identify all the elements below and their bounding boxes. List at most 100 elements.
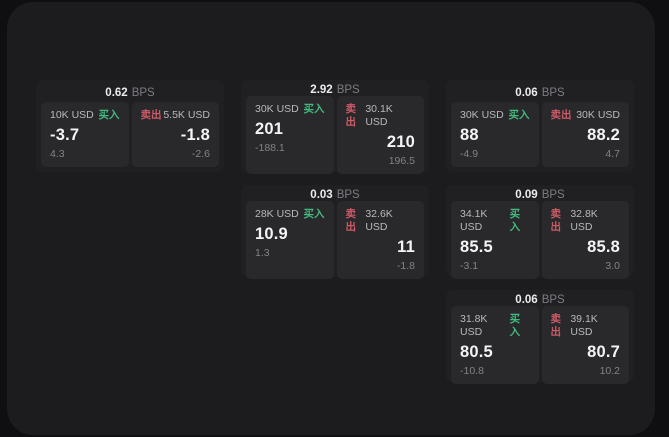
- sell-quote-tile[interactable]: 卖出 30K USD 88.2 4.7: [541, 102, 629, 167]
- buy-quote-tile[interactable]: 34.1K USD 买入 85.5 -3.1: [451, 201, 539, 279]
- bps-value: 0.09: [515, 189, 538, 201]
- card-header: 0.06 BPS: [451, 294, 629, 306]
- quote-card: 0.62 BPS 10K USD 买入 -3.7 4.3 卖出 5.5K USD…: [36, 80, 224, 172]
- sell-tile-header: 卖出 32.8K USD: [551, 208, 621, 234]
- sell-amount: 30K USD: [576, 109, 620, 121]
- bps-value: 0.06: [515, 294, 538, 306]
- sell-delta: 4.7: [605, 148, 620, 160]
- buy-side-label: 买入: [98, 109, 120, 121]
- card-header: 0.06 BPS: [451, 84, 629, 102]
- sell-side-label: 卖出: [550, 109, 572, 121]
- bps-unit-label: BPS: [541, 294, 565, 306]
- sell-quote-tile[interactable]: 卖出 32.8K USD 85.8 3.0: [541, 201, 629, 279]
- buy-quote-tile[interactable]: 31.8K USD 买入 80.5 -10.8: [451, 306, 539, 384]
- sell-side-label: 卖出: [140, 109, 162, 121]
- quotes-grid: 0.62 BPS 10K USD 买入 -3.7 4.3 卖出 5.5K USD…: [36, 80, 634, 384]
- buy-tile-header: 34.1K USD 买入: [460, 208, 530, 234]
- sell-delta: 3.0: [605, 260, 620, 272]
- bps-value: 0.62: [105, 87, 128, 99]
- buy-price: 88: [460, 126, 479, 144]
- sell-quote-tile[interactable]: 卖出 30.1K USD 210 196.5: [336, 96, 424, 174]
- buy-quote-tile[interactable]: 28K USD 买入 10.9 1.3: [246, 201, 334, 279]
- quote-card: 0.06 BPS 30K USD 买入 88 -4.9 卖出 30K USD 8…: [446, 80, 634, 172]
- quote-card: 0.03 BPS 28K USD 买入 10.9 1.3 卖出 32.6K US…: [241, 185, 429, 279]
- sell-price: 11: [397, 238, 415, 256]
- bps-unit-label: BPS: [336, 84, 360, 96]
- buy-amount: 30K USD: [460, 109, 504, 121]
- app-window: 0.62 BPS 10K USD 买入 -3.7 4.3 卖出 5.5K USD…: [7, 2, 655, 435]
- buy-price: 10.9: [255, 225, 288, 243]
- sell-amount: 32.6K USD: [365, 208, 393, 233]
- card-header: 2.92 BPS: [246, 84, 424, 96]
- buy-price: -3.7: [50, 126, 80, 144]
- sell-quote-tile[interactable]: 卖出 39.1K USD 80.7 10.2: [541, 306, 629, 384]
- buy-delta: -188.1: [255, 142, 285, 154]
- quote-panels: 10K USD 买入 -3.7 4.3 卖出 5.5K USD -1.8 -2.…: [41, 102, 219, 167]
- quote-panels: 31.8K USD 买入 80.5 -10.8 卖出 39.1K USD 80.…: [451, 306, 629, 384]
- sell-amount: 5.5K USD: [163, 109, 210, 121]
- buy-delta: -10.8: [460, 365, 484, 377]
- sell-side-label: 卖出: [345, 208, 357, 233]
- sell-amount: 39.1K USD: [570, 313, 598, 338]
- quote-panels: 30K USD 买入 88 -4.9 卖出 30K USD 88.2 4.7: [451, 102, 629, 167]
- sell-tile-header: 卖出 30K USD: [551, 109, 621, 122]
- buy-delta: -4.9: [460, 148, 479, 160]
- buy-amount: 31.8K USD: [460, 313, 488, 338]
- buy-tile-header: 10K USD 买入: [50, 109, 120, 122]
- sell-delta: 196.5: [388, 155, 415, 167]
- buy-tile-header: 28K USD 买入: [255, 208, 325, 221]
- sell-side-label: 卖出: [550, 208, 562, 233]
- card-header: 0.62 BPS: [41, 84, 219, 102]
- buy-delta: 1.3: [255, 247, 270, 259]
- sell-price: 88.2: [587, 126, 620, 144]
- sell-quote-tile[interactable]: 卖出 32.6K USD 11 -1.8: [336, 201, 424, 279]
- buy-price: 201: [255, 120, 284, 138]
- sell-delta: -2.6: [191, 148, 210, 160]
- buy-side-label: 买入: [508, 109, 530, 121]
- sell-price: 85.8: [587, 238, 620, 256]
- sell-price: 210: [386, 133, 415, 151]
- quote-panels: 30K USD 买入 201 -188.1 卖出 30.1K USD 210 1…: [246, 96, 424, 174]
- buy-quote-tile[interactable]: 10K USD 买入 -3.7 4.3: [41, 102, 129, 167]
- sell-tile-header: 卖出 32.6K USD: [346, 208, 416, 234]
- buy-amount: 34.1K USD: [460, 208, 488, 233]
- sell-tile-header: 卖出 30.1K USD: [346, 103, 416, 129]
- quote-card: 0.09 BPS 34.1K USD 买入 85.5 -3.1 卖出 32.8K…: [446, 185, 634, 279]
- buy-tile-header: 30K USD 买入: [255, 103, 325, 116]
- buy-side-label: 买入: [509, 313, 521, 338]
- buy-delta: -3.1: [460, 260, 479, 272]
- bps-value: 0.03: [310, 189, 333, 201]
- bps-value: 0.06: [515, 87, 538, 99]
- buy-side-label: 买入: [303, 208, 325, 220]
- buy-side-label: 买入: [509, 208, 521, 233]
- card-header: 0.09 BPS: [451, 189, 629, 201]
- sell-tile-header: 卖出 39.1K USD: [551, 313, 621, 339]
- quote-panels: 28K USD 买入 10.9 1.3 卖出 32.6K USD 11 -1.8: [246, 201, 424, 279]
- buy-price: 80.5: [460, 343, 493, 361]
- buy-amount: 30K USD: [255, 103, 299, 115]
- buy-quote-tile[interactable]: 30K USD 买入 88 -4.9: [451, 102, 539, 167]
- buy-quote-tile[interactable]: 30K USD 买入 201 -188.1: [246, 96, 334, 174]
- sell-tile-header: 卖出 5.5K USD: [141, 109, 211, 122]
- bps-unit-label: BPS: [131, 87, 155, 99]
- buy-tile-header: 31.8K USD 买入: [460, 313, 530, 339]
- buy-amount: 28K USD: [255, 208, 299, 220]
- buy-delta: 4.3: [50, 148, 65, 160]
- bps-unit-label: BPS: [336, 189, 360, 201]
- sell-side-label: 卖出: [550, 313, 562, 338]
- bps-unit-label: BPS: [541, 87, 565, 99]
- sell-side-label: 卖出: [345, 103, 357, 128]
- sell-delta: 10.2: [599, 365, 620, 377]
- card-header: 0.03 BPS: [246, 189, 424, 201]
- sell-quote-tile[interactable]: 卖出 5.5K USD -1.8 -2.6: [131, 102, 219, 167]
- buy-tile-header: 30K USD 买入: [460, 109, 530, 122]
- sell-delta: -1.8: [396, 260, 415, 272]
- quote-card: 0.06 BPS 31.8K USD 买入 80.5 -10.8 卖出 39.1…: [446, 290, 634, 384]
- buy-amount: 10K USD: [50, 109, 94, 121]
- quote-card: 2.92 BPS 30K USD 买入 201 -188.1 卖出 30.1K …: [241, 80, 429, 174]
- sell-price: 80.7: [587, 343, 620, 361]
- sell-amount: 30.1K USD: [365, 103, 393, 128]
- bps-unit-label: BPS: [541, 189, 565, 201]
- bps-value: 2.92: [310, 84, 333, 96]
- quote-panels: 34.1K USD 买入 85.5 -3.1 卖出 32.8K USD 85.8…: [451, 201, 629, 279]
